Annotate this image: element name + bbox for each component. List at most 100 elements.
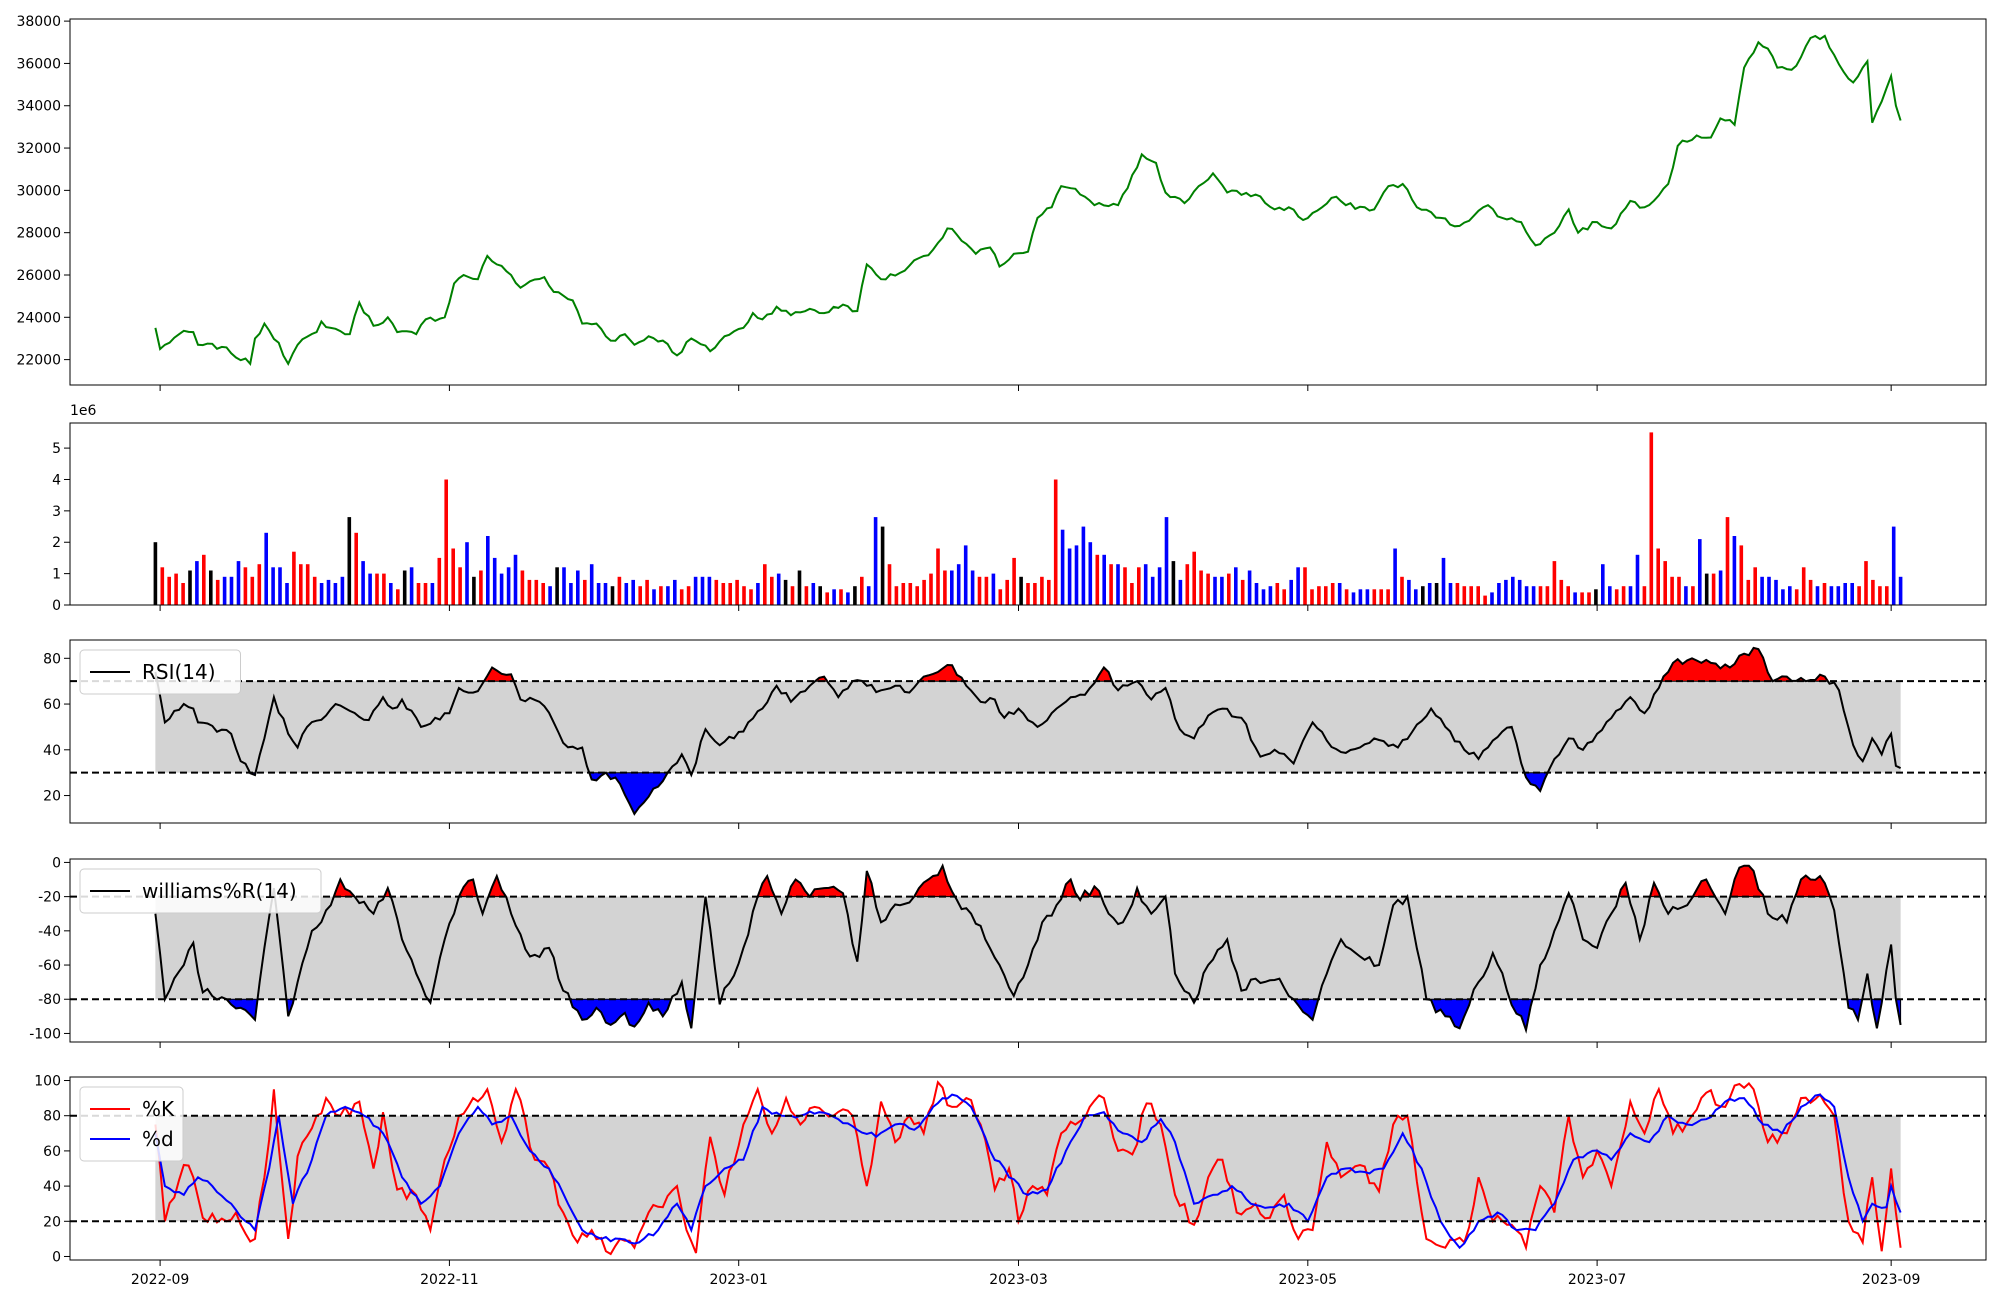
volume-bar	[520, 570, 525, 605]
volume-y-tick-label: 5	[52, 441, 61, 457]
volume-bar	[977, 576, 982, 605]
volume-bar	[1386, 589, 1390, 605]
volume-bar	[167, 576, 171, 605]
volume-y-tick-label: 2	[52, 535, 61, 551]
volume-bar	[312, 576, 317, 605]
price-y-tick-label: 30000	[16, 183, 61, 199]
volume-bar	[1289, 579, 1293, 605]
volume-bar	[1019, 576, 1023, 605]
x-tick-label: 2023-07	[1568, 1272, 1627, 1288]
volume-bar	[264, 532, 268, 605]
volume-bar	[1857, 586, 1861, 605]
volume-bar	[603, 583, 608, 605]
volume-bar	[1608, 586, 1612, 605]
volume-bar	[1753, 567, 1757, 605]
price-y-tick-label: 26000	[16, 268, 61, 284]
volume-bar	[929, 573, 933, 605]
volume-bar	[1850, 583, 1854, 605]
volume-bar	[846, 592, 850, 605]
rsi-frame	[69, 639, 1987, 824]
williams-line	[154, 863, 1902, 1034]
price-y-tick-label: 34000	[16, 99, 61, 115]
volume-bar	[749, 589, 753, 605]
volume-bar	[1760, 576, 1764, 605]
volume-bar	[1040, 576, 1044, 605]
volume-bar	[776, 573, 781, 605]
volume-bar	[797, 570, 802, 605]
volume-bar	[1670, 576, 1674, 605]
volume-bar	[513, 554, 518, 605]
volume-bar	[1538, 586, 1543, 605]
volume-bar	[1033, 583, 1037, 605]
volume-bar	[1469, 586, 1473, 605]
volume-bar	[576, 570, 580, 605]
williams-y-tick-label: -100	[29, 1026, 61, 1042]
volume-bar	[984, 576, 989, 605]
volume-bar	[1642, 586, 1647, 605]
volume-bar	[700, 576, 705, 605]
volume-bar	[181, 583, 185, 605]
stochastic-y-tick-label: 20	[43, 1214, 61, 1230]
volume-bar	[1005, 579, 1009, 605]
price-y-tick-label: 38000	[16, 14, 61, 30]
volume-bar	[1116, 564, 1120, 605]
volume-bar	[1137, 567, 1141, 605]
rsi-y-tick-label: 60	[43, 697, 61, 713]
volume-bar	[673, 579, 677, 605]
volume-bar	[1434, 583, 1439, 605]
volume-bar	[1047, 579, 1051, 605]
volume-bar	[652, 589, 656, 605]
volume-bar	[860, 576, 864, 605]
volume-y-tick-label: 0	[52, 598, 61, 614]
volume-bar	[409, 567, 414, 605]
volume-bar	[354, 532, 358, 605]
volume-bar	[1725, 517, 1730, 605]
volume-bar	[763, 564, 767, 605]
volume-bar	[1441, 557, 1446, 605]
volume-bar	[1587, 592, 1591, 605]
volume-bar	[991, 573, 996, 605]
volume-bar	[1822, 583, 1827, 605]
volume-bar	[1704, 573, 1709, 605]
volume-bar	[382, 573, 386, 605]
volume-bar	[1559, 579, 1564, 605]
volume-bar	[1836, 586, 1841, 605]
stochastic-k-line	[154, 1080, 1902, 1256]
volume-bar	[1517, 579, 1522, 605]
volume-bar	[202, 554, 206, 605]
volume-bar	[624, 583, 629, 605]
volume-bar	[1788, 586, 1792, 605]
volume-bar	[271, 567, 275, 605]
volume-bar	[305, 564, 310, 605]
stochastic-y-tick-label: 100	[34, 1074, 61, 1090]
volume-bar	[1545, 586, 1550, 605]
volume-bar	[1891, 526, 1896, 605]
volume-bar	[1635, 554, 1640, 605]
volume-bar	[1490, 592, 1494, 605]
volume-bar	[1074, 545, 1079, 605]
volume-bar	[1130, 583, 1134, 605]
williams-overbought-fill	[271, 864, 1831, 898]
volume-bar	[368, 573, 372, 605]
volume-bar	[326, 579, 331, 605]
stochastic-legend	[79, 1086, 184, 1162]
volume-bar	[922, 579, 926, 605]
williams-y-tick-label: -80	[38, 992, 61, 1008]
volume-bar	[1365, 589, 1370, 605]
volume-bar	[963, 545, 968, 605]
volume-bar	[1400, 576, 1404, 605]
volume-bar	[1801, 567, 1806, 605]
volume-bar	[1247, 570, 1252, 605]
volume-bar	[707, 576, 712, 605]
rsi-y-tick-label: 80	[43, 651, 61, 667]
volume-bar	[1157, 567, 1162, 605]
volume-bar	[465, 542, 469, 605]
williams-y-tick-label: -60	[38, 958, 61, 974]
volume-bar	[1566, 586, 1570, 605]
volume-bar	[596, 583, 601, 605]
rsi-y-tick-label: 40	[43, 743, 61, 759]
volume-bar	[402, 570, 407, 605]
stochastic-d-line	[154, 1093, 1902, 1250]
williams-y-tick-label: 0	[52, 855, 61, 871]
